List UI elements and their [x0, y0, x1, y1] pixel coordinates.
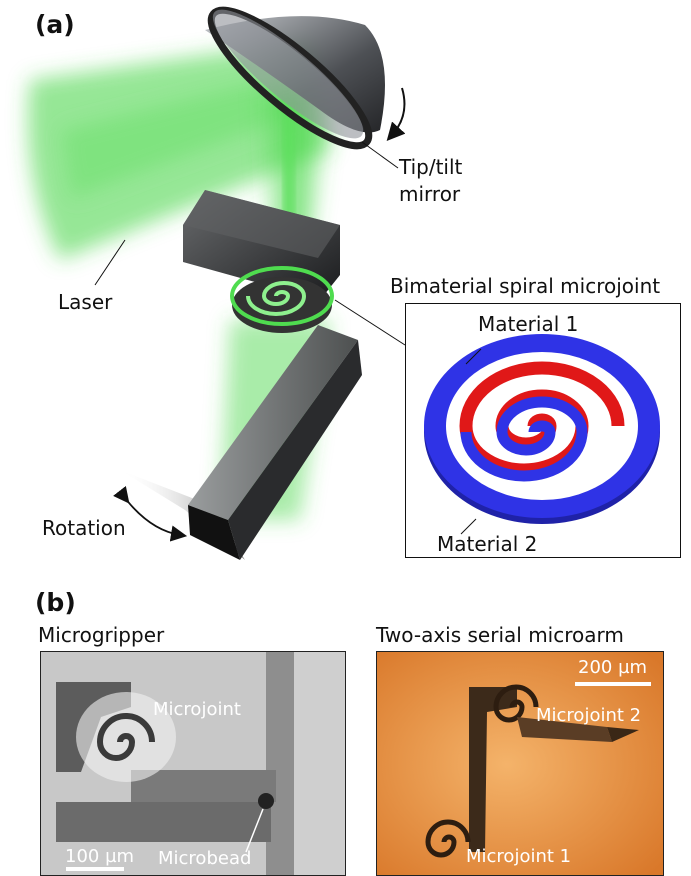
tip-tilt-mirror: [205, 6, 385, 150]
material-1-label: Material 1: [478, 312, 579, 336]
spiral-inset-box: [405, 303, 681, 558]
scale-bar-100-label: 100 µm: [65, 846, 135, 867]
mirror-label-line2: mirror: [399, 182, 461, 206]
microbead-label: Microbead: [158, 848, 252, 869]
inset-title: Bimaterial spiral microjoint: [390, 274, 661, 298]
microgripper-photo: [40, 651, 346, 876]
microgripper-title: Microgripper: [38, 623, 165, 647]
panel-a-letter: (a): [35, 10, 75, 39]
material-2-label: Material 2: [437, 532, 538, 556]
microjoint-2-label: Microjoint 2: [536, 705, 642, 726]
inset-leader-line: [334, 299, 406, 346]
mirror-leader-line: [361, 141, 399, 169]
microjoint-label: Microjoint: [153, 699, 241, 720]
microarm-photo-drawing: [377, 652, 663, 875]
mirror-label-line1: Tip/tilt: [399, 155, 463, 179]
laser-setup-illustration: [28, 6, 406, 560]
laser-label: Laser: [58, 290, 113, 314]
rotation-label: Rotation: [42, 516, 126, 540]
microarm-photo: [376, 651, 664, 876]
spiral-microjoint-scene: [230, 266, 334, 333]
rotating-arm: [120, 325, 362, 560]
panel-b-letter: (b): [35, 588, 76, 617]
bimaterial-spiral-illustration: [424, 334, 660, 535]
microjoint-1-label: Microjoint 1: [466, 846, 572, 867]
base-block: [183, 190, 340, 300]
microgripper-photo-drawing: [41, 652, 345, 875]
microarm-title: Two-axis serial microarm: [376, 623, 624, 647]
tilt-arrow: [386, 87, 406, 141]
laser-beam-incoming: [28, 40, 330, 260]
laser-leader-line: [94, 239, 126, 286]
rotation-arrow: [113, 485, 188, 542]
scale-bar-200-label: 200 µm: [578, 657, 648, 678]
